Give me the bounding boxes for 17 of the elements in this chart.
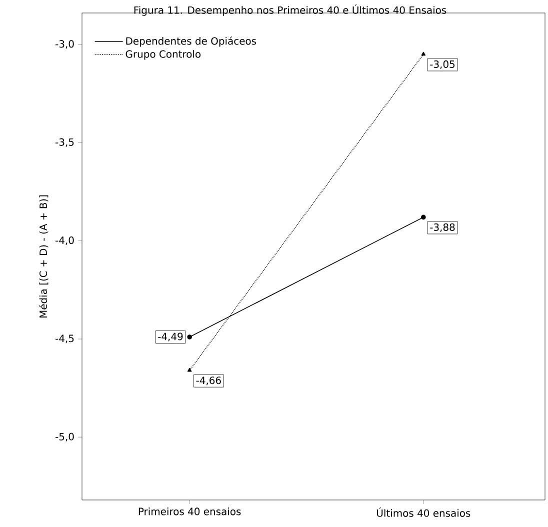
data-label: -4,66 <box>196 376 221 386</box>
y-axis-title: Média [(C + D) - (A + B)] <box>38 195 48 318</box>
point <box>421 214 426 220</box>
data-label: -3,88 <box>430 223 455 232</box>
x-tick-label: Últimos 40 ensaios <box>377 508 470 517</box>
legend-label: Dependentes de Opiáceos <box>126 36 256 47</box>
point <box>187 334 192 340</box>
y-tick-label: -5,0 <box>56 432 74 442</box>
y-tick-label: -4,0 <box>56 236 74 246</box>
data-label: -3,05 <box>430 60 455 69</box>
data-label: -4,49 <box>158 332 183 342</box>
y-tick-label: -3,0 <box>56 40 74 49</box>
legend-label: Grupo Controlo <box>126 50 201 60</box>
y-tick-label: -4,5 <box>56 334 74 344</box>
x-tick-label: Primeiros 40 ensaios <box>138 507 241 516</box>
chart-title: Figura 11. Desempenho nos Primeiros 40 e Últimos 40 Ensaios <box>134 4 446 16</box>
y-tick-label: -3,5 <box>56 138 74 147</box>
